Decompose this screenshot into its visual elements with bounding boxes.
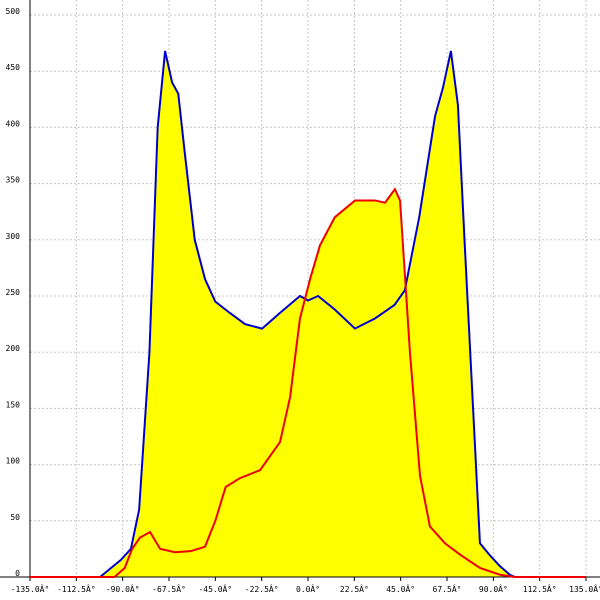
- y-tick-label: 500: [6, 7, 21, 16]
- x-tick-label: 67.5Â°: [433, 583, 462, 594]
- area-fill: [30, 189, 586, 577]
- y-tick-label: 150: [6, 400, 21, 409]
- y-tick-label: 200: [6, 344, 21, 353]
- x-tick-label: -135.0Â°: [11, 583, 50, 594]
- y-tick-label: 350: [6, 176, 21, 185]
- y-tick-label: 450: [6, 63, 21, 72]
- x-tick-label: 22.5Â°: [340, 583, 369, 594]
- series-line: [30, 187, 586, 578]
- x-tick-label: -22.5Â°: [245, 583, 279, 594]
- x-tick-label: 45.0Â°: [386, 583, 415, 594]
- y-tick-label: 300: [6, 232, 21, 241]
- y-tick-label: 400: [6, 119, 21, 128]
- x-tick-label: 135.0Â°: [569, 583, 600, 594]
- x-tick-label: -90.0Â°: [106, 583, 140, 594]
- y-tick-label: 100: [6, 457, 21, 466]
- x-tick-label: -45.0Â°: [198, 583, 232, 594]
- y-tick-label: 50: [10, 513, 20, 522]
- x-tick-label: 0.0Â°: [296, 583, 320, 594]
- x-tick-label: 90.0Â°: [479, 583, 508, 594]
- series-line: [30, 50, 586, 578]
- x-tick-label: -67.5Â°: [152, 583, 186, 594]
- y-tick-label: 250: [6, 288, 21, 297]
- x-tick-label: 112.5Â°: [523, 583, 557, 594]
- y-tick-label: 0: [15, 569, 20, 578]
- x-tick-label: -112.5Â°: [57, 583, 96, 594]
